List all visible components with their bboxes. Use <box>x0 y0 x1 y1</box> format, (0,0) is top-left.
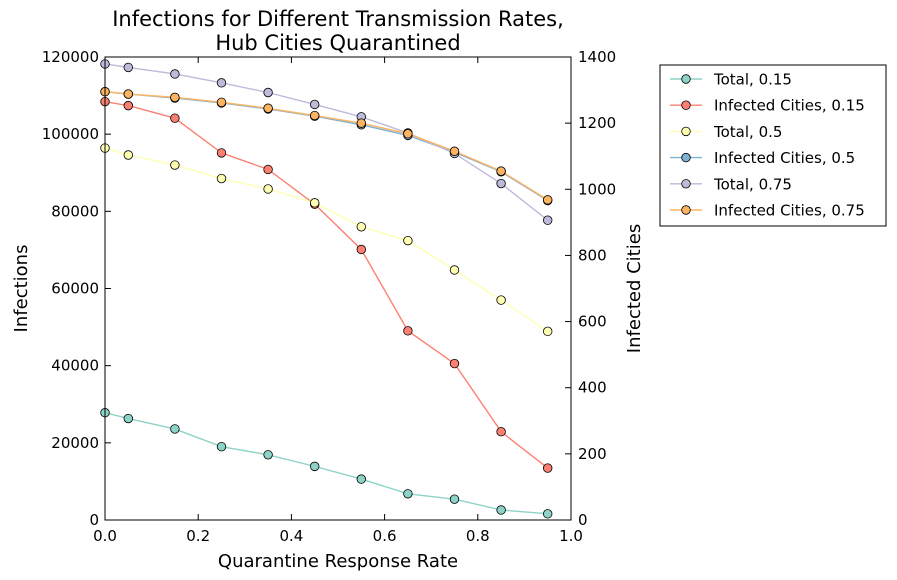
x-tick-label: 0.4 <box>279 527 303 545</box>
data-point <box>123 62 134 73</box>
y-left-tick-label: 120000 <box>42 48 99 66</box>
y-left-tick-label: 40000 <box>51 357 99 375</box>
y-left-axis-ticks: 0 20000 40000 60000 80000 100000 120000 <box>42 48 111 529</box>
chart-title-line-2: Hub Cities Quarantined <box>215 31 460 55</box>
data-point <box>449 146 460 156</box>
data-point <box>543 509 553 519</box>
data-point <box>403 129 413 139</box>
data-point <box>170 424 180 434</box>
data-point <box>263 450 273 460</box>
legend-label: Infected Cities, 0.75 <box>714 202 865 220</box>
data-point <box>263 184 273 194</box>
x-tick-label: 1.0 <box>559 527 583 545</box>
x-tick-label: 0.2 <box>186 527 210 545</box>
data-point <box>123 100 134 111</box>
data-point <box>449 265 460 275</box>
legend-marker <box>681 126 691 137</box>
plot-frame <box>104 56 572 521</box>
legend-marker <box>681 152 691 163</box>
data-point <box>496 426 506 437</box>
legend: Total, 0.15 Infected Cities, 0.15 Total, 0… <box>659 64 887 227</box>
series-lines <box>104 63 549 515</box>
legend-marker <box>681 100 691 110</box>
data-point <box>310 198 320 208</box>
y-right-axis-label: Infected Cities <box>624 224 645 353</box>
legend-label: Total, 0.5 <box>713 123 782 141</box>
x-tick-label: 0.8 <box>466 527 490 545</box>
data-point <box>263 87 273 98</box>
legend-marker <box>681 179 691 189</box>
data-point <box>356 222 367 232</box>
series-line-5 <box>104 63 549 221</box>
legend-marker <box>681 205 691 215</box>
data-point <box>310 461 320 472</box>
data-point <box>449 358 460 369</box>
data-point <box>170 160 180 170</box>
data-point <box>496 166 506 176</box>
data-point <box>449 494 460 504</box>
y-left-tick-label: 100000 <box>42 125 99 143</box>
y-right-tick-label: 600 <box>578 313 607 331</box>
series-line-3 <box>104 147 549 332</box>
data-point <box>170 69 180 79</box>
legend-label: Total, 0.75 <box>713 175 792 193</box>
data-point <box>216 173 227 184</box>
y-right-tick-label: 1200 <box>578 114 616 132</box>
data-point <box>123 150 134 160</box>
data-point <box>310 110 320 121</box>
data-point <box>263 103 273 113</box>
data-point <box>216 78 227 88</box>
y-left-tick-label: 0 <box>89 511 99 529</box>
y-right-tick-label: 0 <box>578 511 588 529</box>
legend-label: Total, 0.15 <box>713 71 792 89</box>
data-point <box>216 97 227 108</box>
data-point <box>543 195 553 205</box>
chart-title-line-1: Infections for Different Transmission Ra… <box>112 7 564 31</box>
data-point <box>170 92 180 103</box>
y-left-tick-label: 80000 <box>51 202 99 220</box>
data-point <box>263 164 273 175</box>
legend-frame <box>659 64 887 227</box>
data-point <box>543 463 553 473</box>
x-axis-ticks: 0.0 0.2 0.4 0.6 0.8 1.0 <box>93 57 583 545</box>
data-point <box>356 244 367 255</box>
x-axis-label: Quarantine Response Rate <box>218 551 458 572</box>
y-right-tick-label: 400 <box>578 379 607 397</box>
legend-label: Infected Cities, 0.15 <box>714 97 865 115</box>
data-point <box>216 148 227 158</box>
data-point <box>356 118 367 128</box>
y-left-tick-label: 60000 <box>51 280 99 298</box>
y-right-tick-label: 800 <box>578 246 607 264</box>
y-right-tick-label: 200 <box>578 445 607 463</box>
y-right-axis-ticks: 0 200 400 600 800 1000 1200 1400 <box>565 48 616 529</box>
data-point <box>170 113 180 123</box>
y-left-tick-label: 20000 <box>51 434 99 452</box>
y-right-tick-label: 1000 <box>578 180 616 198</box>
x-tick-label: 0.0 <box>93 527 117 545</box>
data-point <box>403 489 413 499</box>
data-point <box>543 215 553 225</box>
x-tick-label: 0.6 <box>373 527 397 545</box>
y-left-axis-label: Infections <box>11 245 32 333</box>
data-point <box>310 99 320 110</box>
series-line-2 <box>104 100 549 469</box>
data-point <box>356 474 367 484</box>
data-point <box>496 505 506 515</box>
data-point <box>403 326 413 336</box>
legend-label: Infected Cities, 0.5 <box>714 149 855 167</box>
data-point <box>216 441 227 452</box>
y-right-tick-label: 1400 <box>578 48 616 66</box>
data-point <box>496 295 506 305</box>
data-point <box>123 413 134 424</box>
legend-marker <box>681 74 691 84</box>
data-point <box>403 235 413 246</box>
data-point <box>496 178 506 189</box>
data-point <box>123 89 134 99</box>
data-point <box>543 326 553 337</box>
